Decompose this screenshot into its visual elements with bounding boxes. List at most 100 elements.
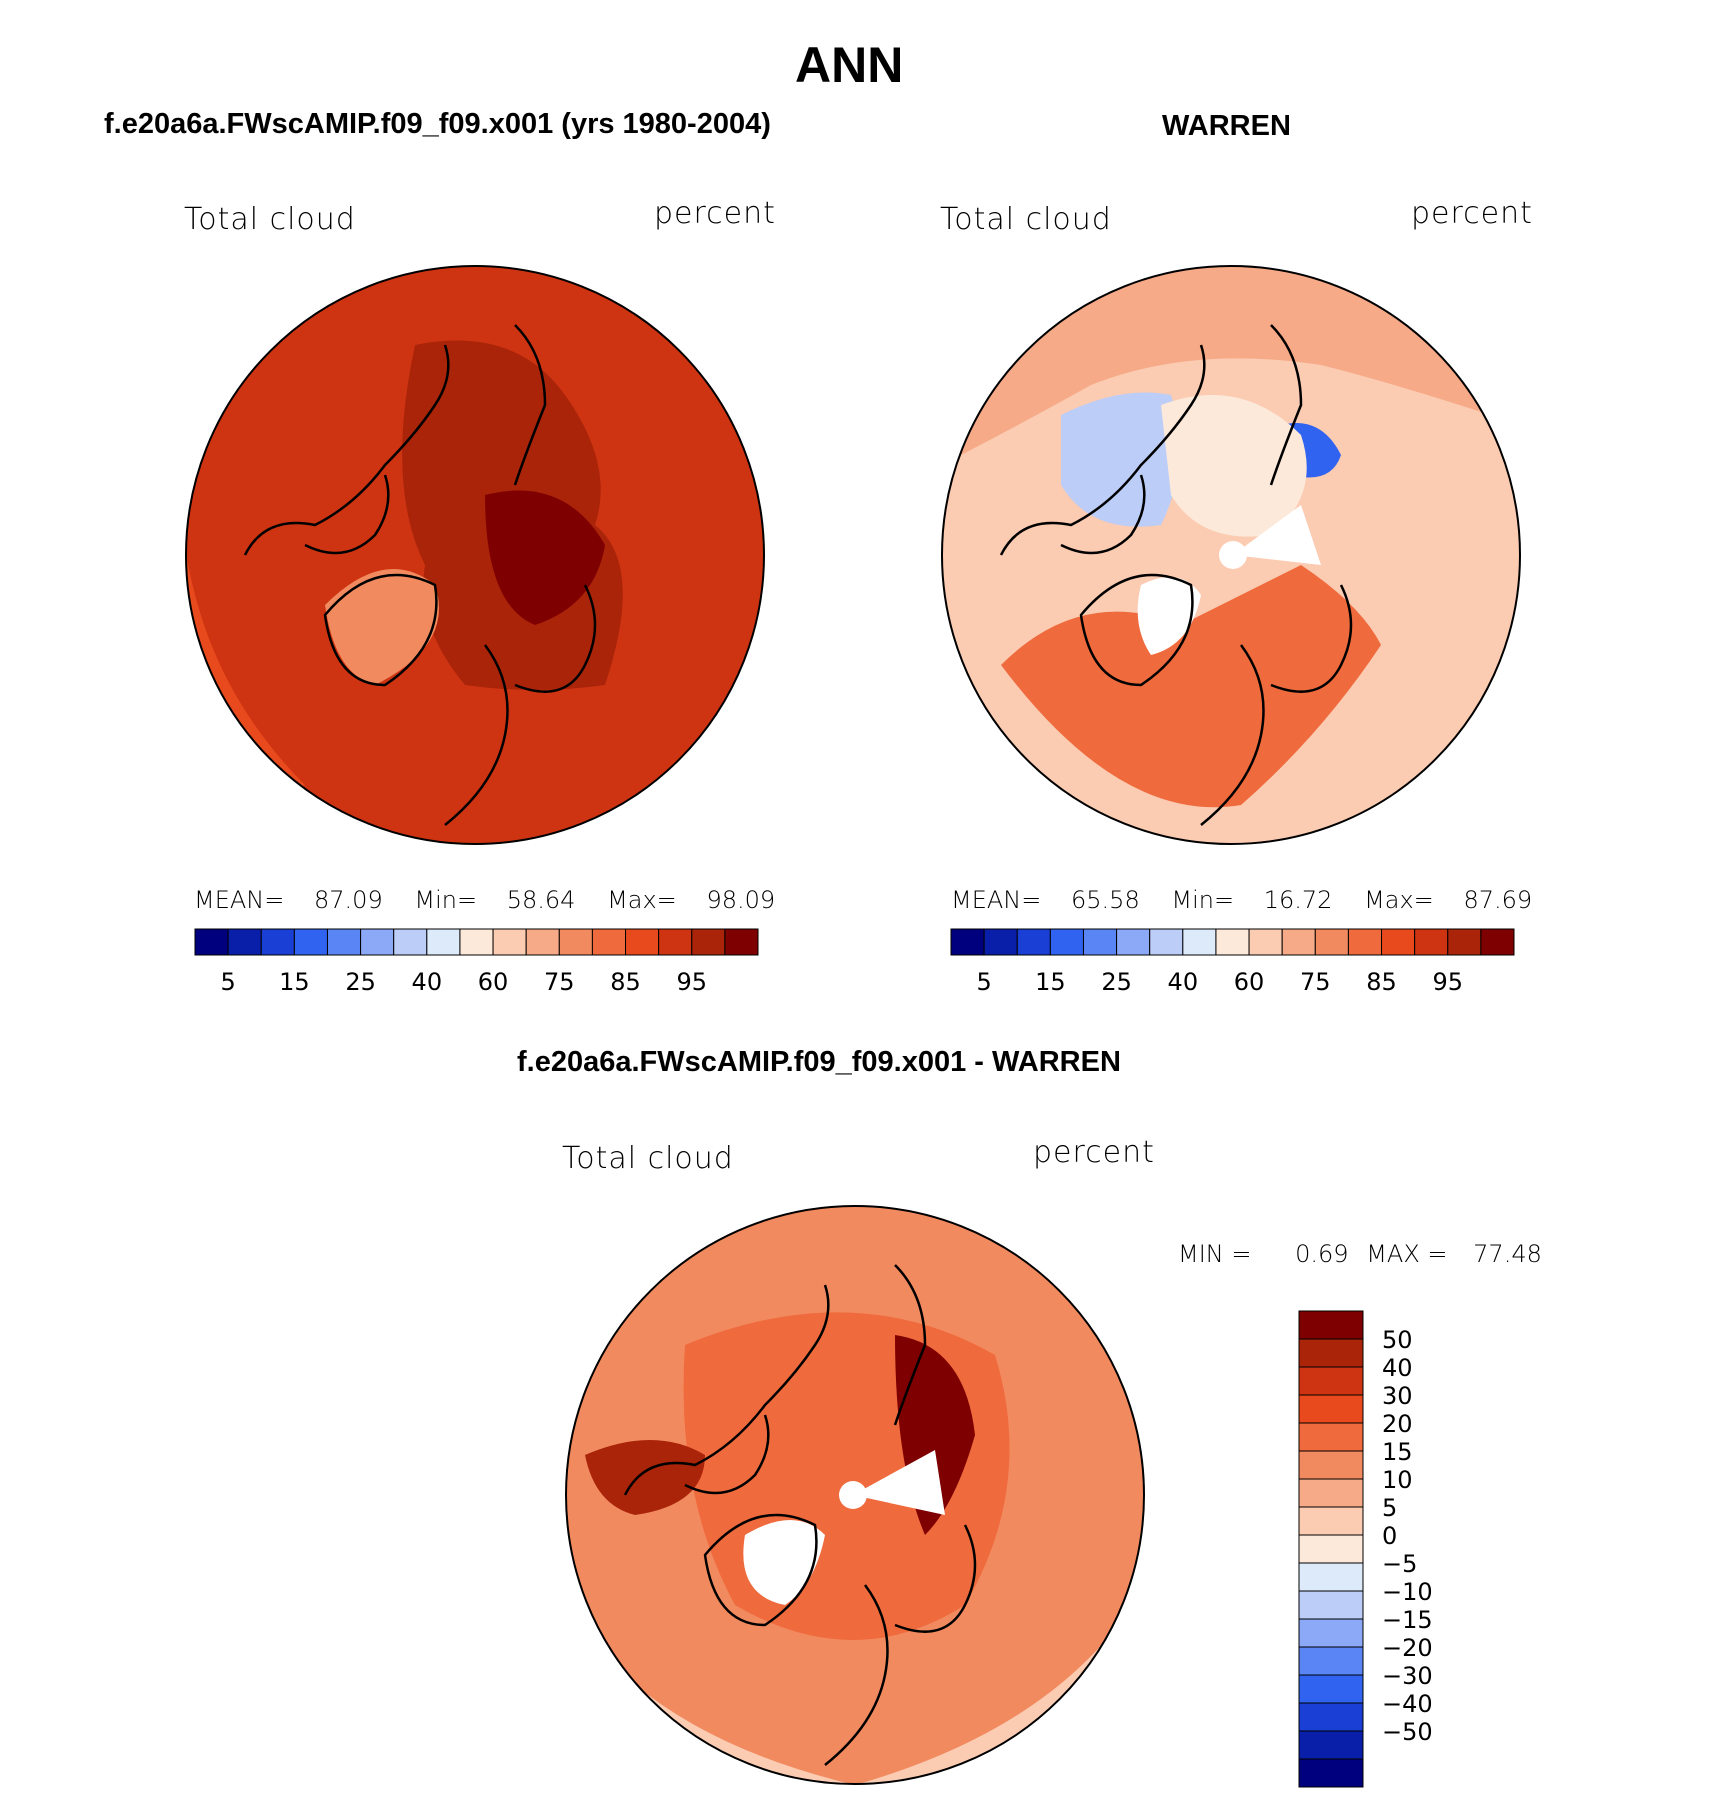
colorbar-swatch <box>1414 928 1449 956</box>
colorbar-swatch <box>1298 1450 1364 1480</box>
colorbar-swatch <box>1298 1562 1364 1592</box>
model-max-value: 98.09 <box>706 886 776 914</box>
colorbar-swatch <box>227 928 262 956</box>
colorbar-swatch <box>326 928 362 956</box>
colorbar-swatch <box>260 928 295 956</box>
colorbar-swatch <box>1298 1422 1364 1452</box>
colorbar-tick-label: 60 <box>478 968 509 996</box>
colorbar-swatch <box>1298 1758 1364 1788</box>
colorbar-tick-label: 5 <box>220 968 235 996</box>
colorbar-swatch <box>1480 928 1515 956</box>
colorbar-tick-label: 15 <box>279 968 310 996</box>
colorbar-tick-label: 15 <box>1035 968 1066 996</box>
model-colorbar: 5 15 25 40 60 75 85 95 <box>194 928 759 996</box>
diff-variable-label: Total cloud <box>562 1141 734 1176</box>
obs-stats: MEAN= 65.58 Min= 16.72 Max= 87.69 <box>951 886 1532 914</box>
colorbar-tick-label: 25 <box>345 968 376 996</box>
colorbar-tick-label: 85 <box>1366 968 1397 996</box>
colorbar-swatch <box>691 928 726 956</box>
obs-polar-map <box>941 265 1521 845</box>
obs-min-label: Min= <box>1171 886 1235 914</box>
diff-max-value: 77.48 <box>1473 1240 1542 1268</box>
colorbar-swatch <box>1182 928 1217 956</box>
colorbar-tick-label: 95 <box>1432 968 1463 996</box>
colorbar-tick-label: 40 <box>412 968 443 996</box>
colorbar-tick-label: 5 <box>976 968 991 996</box>
colorbar-tick-label: 20 <box>1382 1410 1413 1438</box>
colorbar-tick-label: 50 <box>1382 1326 1413 1354</box>
model-min-value: 58.64 <box>506 886 576 914</box>
model-fill-greenland <box>325 569 439 685</box>
colorbar-tick-label: −5 <box>1382 1550 1417 1578</box>
colorbar-swatch <box>1298 1646 1364 1676</box>
colorbar-swatch <box>1049 928 1084 956</box>
obs-fill-pole <box>1161 395 1307 537</box>
colorbar-swatch <box>1298 1366 1364 1396</box>
colorbar-swatch <box>1298 1394 1364 1424</box>
obs-fill-blue-west <box>1061 392 1179 527</box>
model-max-label: Max= <box>607 886 677 914</box>
colorbar-tick-label: 85 <box>610 968 641 996</box>
colorbar-tick-label: 40 <box>1168 968 1199 996</box>
colorbar-tick-label: 10 <box>1382 1466 1413 1494</box>
colorbar-swatch <box>1298 1618 1364 1648</box>
obs-fill-atlantic <box>1001 565 1381 808</box>
colorbar-tick-label: −40 <box>1382 1690 1433 1718</box>
colorbar-swatch <box>393 928 428 956</box>
model-mean-label: MEAN= <box>194 886 285 914</box>
colorbar-swatch <box>1149 928 1184 956</box>
colorbar-tick-label: −20 <box>1382 1634 1433 1662</box>
diff-max-label: MAX = <box>1366 1240 1448 1268</box>
colorbar-swatch <box>983 928 1018 956</box>
colorbar-tick-label: 75 <box>1300 968 1331 996</box>
colorbar-swatch <box>1298 1730 1364 1760</box>
colorbar-swatch <box>1298 1506 1364 1536</box>
colorbar-swatch <box>1298 1702 1364 1732</box>
diff-panel-title: f.e20a6a.FWscAMIP.f09_f09.x001 - WARREN <box>517 1046 1121 1078</box>
model-stats: MEAN= 87.09 Min= 58.64 Max= 98.09 <box>194 886 775 914</box>
colorbar-swatch <box>1298 1534 1364 1564</box>
diff-min-label: MIN = <box>1178 1240 1252 1268</box>
colorbar-swatch <box>625 928 660 956</box>
obs-colorbar: 5 15 25 40 60 75 85 95 <box>950 928 1515 996</box>
colorbar-swatch <box>525 928 560 956</box>
colorbar-tick-label: −10 <box>1382 1578 1433 1606</box>
colorbar-swatch <box>1298 1478 1364 1508</box>
colorbar-swatch <box>658 928 693 956</box>
colorbar-swatch <box>1347 928 1383 956</box>
obs-min-value: 16.72 <box>1263 886 1333 914</box>
obs-mean-value: 65.58 <box>1071 886 1140 914</box>
obs-panel-title: WARREN <box>1162 110 1291 142</box>
diff-stats: MIN = 0.69 MAX = 77.48 <box>1178 1240 1542 1268</box>
figure-title: ANN <box>795 37 904 93</box>
colorbar-swatch <box>558 928 593 956</box>
colorbar-swatch <box>1298 1310 1364 1340</box>
colorbar-tick-label: −15 <box>1382 1606 1433 1634</box>
colorbar-tick-label: 75 <box>544 968 575 996</box>
colorbar-swatch <box>1248 928 1283 956</box>
colorbar-swatch <box>426 928 461 956</box>
model-variable-label: Total cloud <box>184 202 356 237</box>
colorbar-swatch <box>1298 1338 1364 1368</box>
colorbar-tick-label: 0 <box>1382 1522 1397 1550</box>
colorbar-swatch <box>360 928 395 956</box>
colorbar-swatch <box>1281 928 1316 956</box>
colorbar-swatch <box>492 928 527 956</box>
colorbar-swatch <box>724 928 759 956</box>
colorbar-swatch <box>1116 928 1151 956</box>
colorbar-swatch <box>1314 928 1349 956</box>
obs-fill-ring <box>942 266 1520 465</box>
colorbar-tick-label: 95 <box>676 968 707 996</box>
diff-polar-map <box>565 1205 1145 1785</box>
model-fill-max <box>485 490 605 625</box>
obs-max-label: Max= <box>1364 886 1434 914</box>
colorbar-swatch <box>1298 1590 1364 1620</box>
colorbar-swatch <box>1447 928 1482 956</box>
diff-min-value: 0.69 <box>1295 1240 1349 1268</box>
colorbar-tick-label: 5 <box>1382 1494 1397 1522</box>
colorbar-swatch <box>1082 928 1118 956</box>
colorbar-swatch <box>293 928 328 956</box>
colorbar-swatch <box>1381 928 1416 956</box>
colorbar-tick-label: 25 <box>1101 968 1132 996</box>
